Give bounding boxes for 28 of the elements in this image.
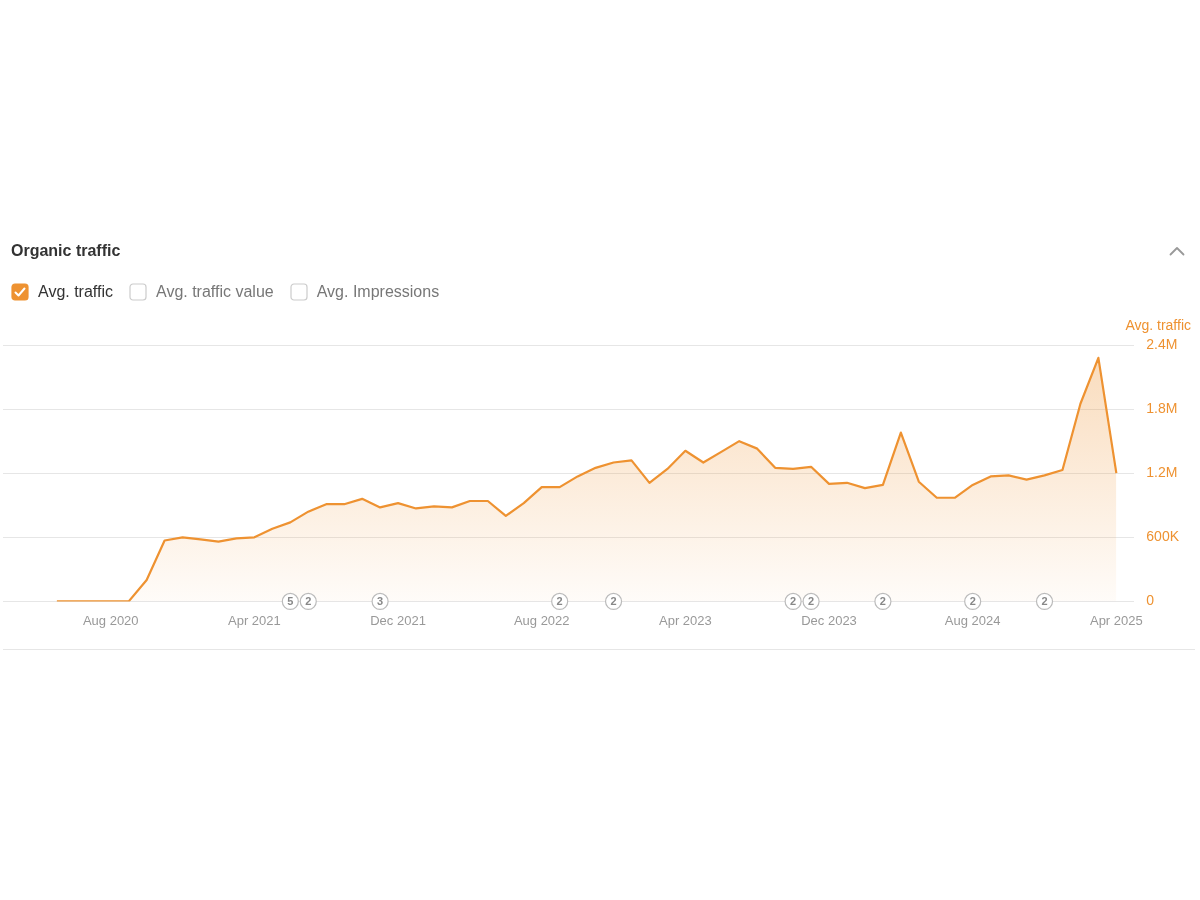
x-tick-label: Aug 2020 (82, 612, 139, 628)
x-tick-label: Dec 2021 (370, 612, 426, 628)
x-tick-label: Apr 2021 (228, 612, 281, 628)
annotation: 2 (879, 594, 886, 607)
y-tick-label: 600K (1146, 528, 1180, 545)
annotation: 2 (556, 594, 563, 607)
chart-title: Organic traffic (11, 242, 121, 260)
annotation: 2 (790, 594, 797, 607)
annotation: 2 (610, 594, 617, 607)
annotation: 2 (1041, 594, 1048, 607)
y-tick-label: 0 (1146, 592, 1155, 609)
annotation: 3 (377, 594, 384, 607)
text: Avg. traffic value (156, 283, 274, 301)
y-axis-title: Avg. traffic (1125, 316, 1191, 333)
y-tick-label: 1.2M (1146, 464, 1178, 481)
annotation: 2 (305, 594, 312, 607)
x-tick-label: Dec 2023 (801, 612, 857, 628)
x-tick-label: Apr 2023 (658, 612, 712, 628)
y-tick-label: 2.4M (1146, 335, 1178, 352)
text: Avg. Impressions (316, 283, 440, 301)
annotation: 5 (287, 594, 294, 607)
annotation: 2 (808, 594, 815, 607)
y-tick-label: 1.8M (1146, 399, 1178, 416)
legend-label: Avg. traffic (38, 283, 113, 301)
x-tick-label: Aug 2022 (513, 612, 570, 628)
x-tick-label: Aug 2024 (944, 612, 1001, 628)
x-tick-label: Apr 2025 (1089, 612, 1143, 628)
annotation: 2 (969, 594, 976, 607)
